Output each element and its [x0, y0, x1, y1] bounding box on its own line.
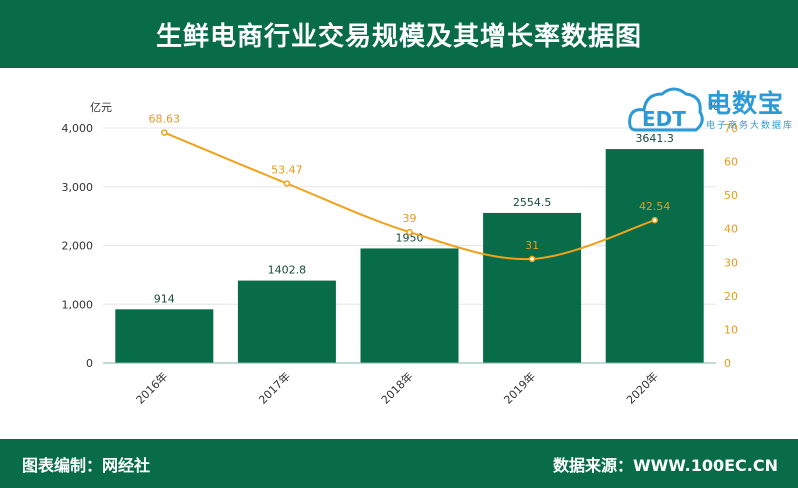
line-point: [406, 228, 413, 236]
line-point: [528, 255, 536, 263]
right-axis-unit: %: [708, 100, 718, 113]
x-tick-label: 2019年: [501, 369, 538, 406]
bar: [483, 212, 582, 363]
bar-value-label: 1402.8: [268, 264, 307, 277]
bar-value-label: 914: [154, 292, 175, 305]
right-tick-label: 50: [724, 189, 738, 202]
right-tick-label: 20: [724, 290, 738, 303]
x-tick-label: 2020年: [623, 369, 660, 406]
right-tick-label: 10: [724, 323, 738, 336]
bar: [115, 309, 214, 363]
left-tick-label: 4,000: [62, 122, 94, 135]
logo-mark: EDT: [642, 107, 686, 131]
footer-source: 数据来源：WWW.100EC.CN: [552, 455, 778, 475]
line-value-label: 31: [525, 239, 539, 252]
bar: [605, 149, 704, 363]
footer-bar: 图表编制：网经社 数据来源：WWW.100EC.CN: [0, 439, 798, 488]
right-tick-label: 30: [724, 256, 738, 269]
chart-title: 生鲜电商行业交易规模及其增长率数据图: [155, 21, 642, 52]
logo-brand: 电数宝: [706, 89, 785, 118]
line-value-label: 42.54: [639, 200, 671, 213]
bar-value-label: 3641.3: [635, 132, 674, 145]
right-tick-label: 70: [724, 122, 738, 135]
x-tick-label: 2017年: [256, 369, 293, 406]
right-tick-label: 0: [724, 357, 731, 370]
left-tick-label: 2,000: [62, 240, 94, 253]
left-tick-label: 3,000: [62, 181, 94, 194]
line-value-label: 68.63: [149, 113, 181, 126]
right-tick-label: 60: [724, 156, 738, 169]
line-point: [161, 129, 168, 136]
header-bar: 生鲜电商行业交易规模及其增长率数据图: [0, 0, 798, 68]
footer-credit: 图表编制：网经社: [22, 455, 151, 475]
left-axis-unit: 亿元: [90, 101, 112, 114]
cloud-logo-icon: EDT: [628, 87, 704, 132]
right-tick-label: 40: [724, 223, 738, 236]
line-value-label: 39: [403, 212, 417, 225]
bar: [360, 248, 459, 363]
logo-sub: 电子商务大数据库: [706, 121, 795, 131]
line-point: [283, 180, 291, 187]
logo: EDT 电数宝 电子商务大数据库: [626, 72, 796, 144]
left-tick-label: 1,000: [62, 298, 94, 311]
x-tick-label: 2016年: [133, 369, 170, 406]
left-tick-label: 0: [86, 357, 93, 370]
bar: [237, 280, 336, 363]
line-point: [651, 216, 658, 224]
x-tick-label: 2018年: [378, 369, 415, 406]
bar-value-label: 2554.5: [513, 196, 552, 209]
line-value-label: 53.47: [271, 163, 303, 176]
